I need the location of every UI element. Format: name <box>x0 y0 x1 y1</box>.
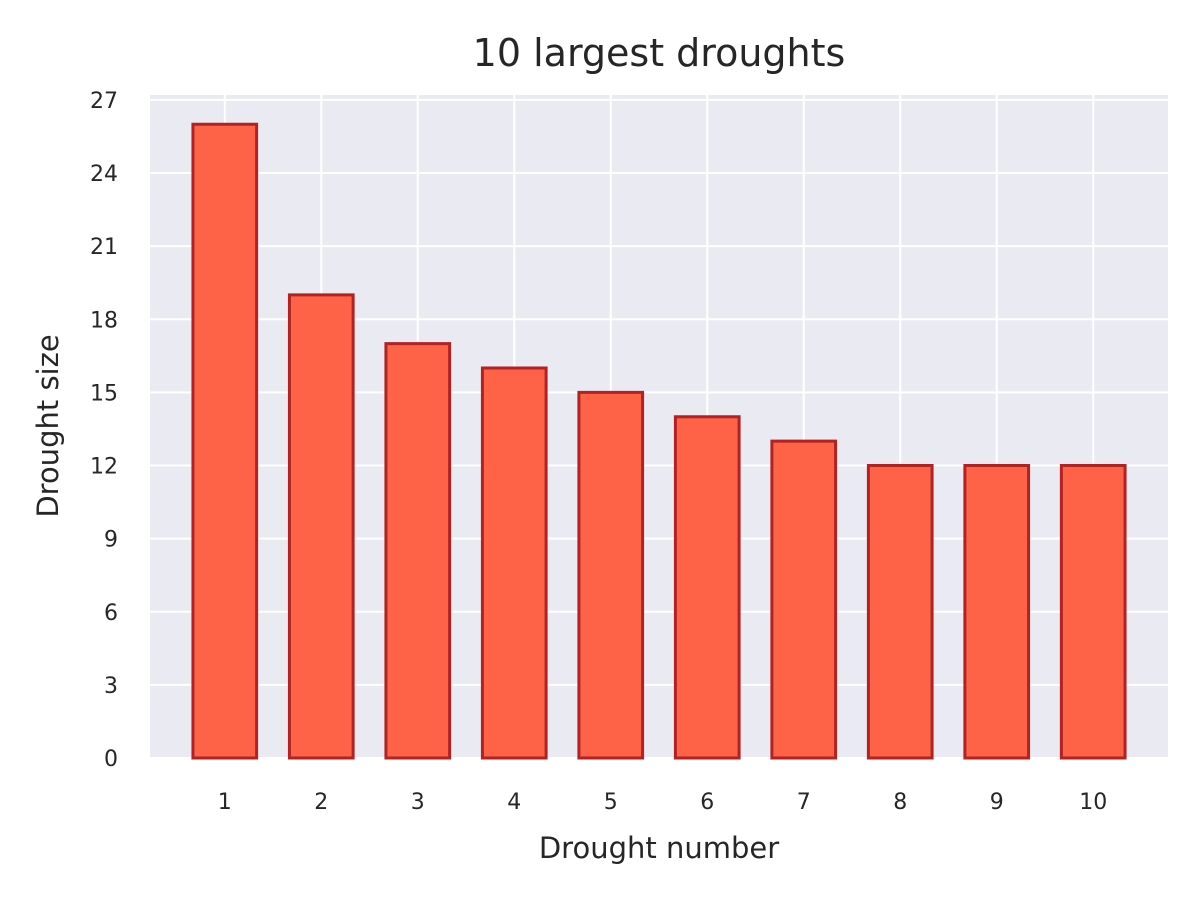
y-tick-label: 12 <box>90 455 118 480</box>
bars <box>191 122 1127 760</box>
y-tick-label: 24 <box>90 162 118 187</box>
bar-7 <box>770 439 838 760</box>
bar-3 <box>384 342 452 760</box>
chart-title: 10 largest droughts <box>473 31 846 75</box>
y-tick-label: 21 <box>90 235 118 260</box>
x-tick-label: 10 <box>1079 790 1107 815</box>
y-tick-labels: 0 3 6 9 12 15 18 21 24 27 <box>90 89 118 772</box>
y-tick-label: 9 <box>104 528 118 553</box>
y-tick-label: 6 <box>104 601 118 626</box>
x-tick-label: 5 <box>604 790 618 815</box>
x-tick-label: 8 <box>893 790 907 815</box>
x-tick-label: 2 <box>314 790 328 815</box>
y-tick-label: 3 <box>104 674 118 699</box>
bar-10 <box>1059 464 1127 760</box>
bar-5 <box>577 390 645 760</box>
x-tick-label: 9 <box>990 790 1004 815</box>
x-tick-labels: 1 2 3 4 5 6 7 8 9 10 <box>218 790 1107 815</box>
x-tick-label: 1 <box>218 790 232 815</box>
x-axis-label: Drought number <box>539 831 779 865</box>
bar-8 <box>866 464 934 760</box>
x-tick-label: 3 <box>411 790 425 815</box>
y-tick-label: 15 <box>90 381 118 406</box>
y-axis-label: Drought size <box>31 334 65 517</box>
y-tick-label: 18 <box>90 308 118 333</box>
x-tick-label: 6 <box>700 790 714 815</box>
x-tick-label: 7 <box>797 790 811 815</box>
bar-9 <box>963 464 1031 760</box>
bar-4 <box>480 366 548 760</box>
bar-2 <box>287 293 355 760</box>
bar-1 <box>191 122 259 760</box>
y-tick-label: 0 <box>104 747 118 772</box>
x-tick-label: 4 <box>507 790 521 815</box>
bar-6 <box>673 415 741 760</box>
y-tick-label: 27 <box>90 89 118 114</box>
